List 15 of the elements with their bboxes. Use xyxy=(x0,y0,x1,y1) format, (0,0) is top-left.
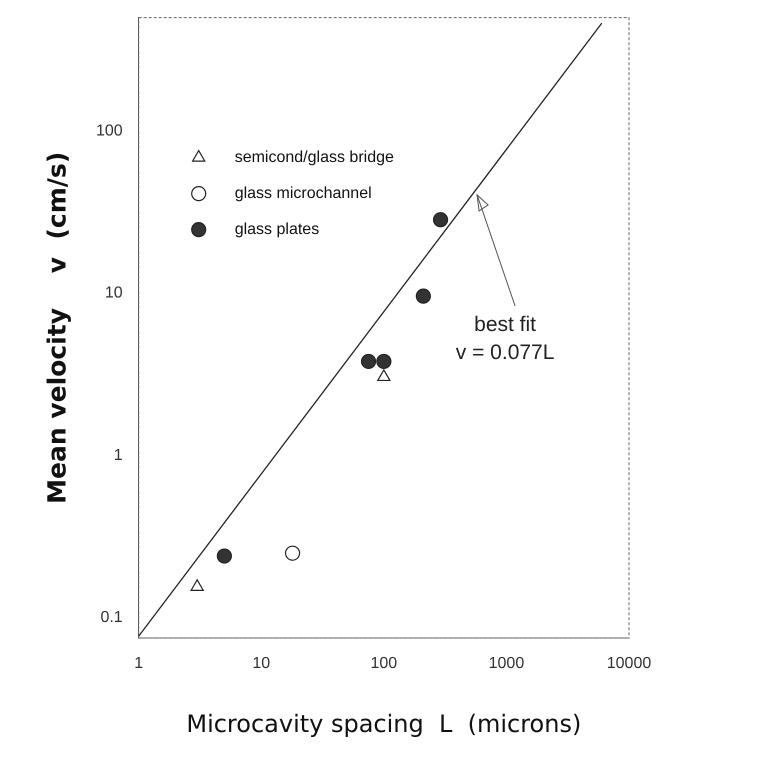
y-tick-label: 10 xyxy=(104,284,123,302)
annotation: best fit v = 0.077L xyxy=(456,312,554,364)
x-tick-label: 10000 xyxy=(606,655,652,672)
x-tick-label: 10 xyxy=(252,655,270,672)
x-tick-label: 1000 xyxy=(488,655,524,672)
y-tick-label: 100 xyxy=(96,122,123,140)
legend-label: glass microchannel xyxy=(234,185,372,202)
y-axis-title: Mean velocity v (cm/s) xyxy=(42,152,72,504)
x-tick-label: 100 xyxy=(370,655,398,672)
y-tick-label: 1 xyxy=(114,446,123,464)
x-tick-label: 1 xyxy=(134,655,144,672)
legend-label: glass plates xyxy=(234,221,320,238)
y-tick-label: 0.1 xyxy=(100,609,123,626)
legend-label: semicond/glass bridge xyxy=(234,149,394,166)
x-axis-title: Microcavity spacing L (microns) xyxy=(186,710,582,738)
